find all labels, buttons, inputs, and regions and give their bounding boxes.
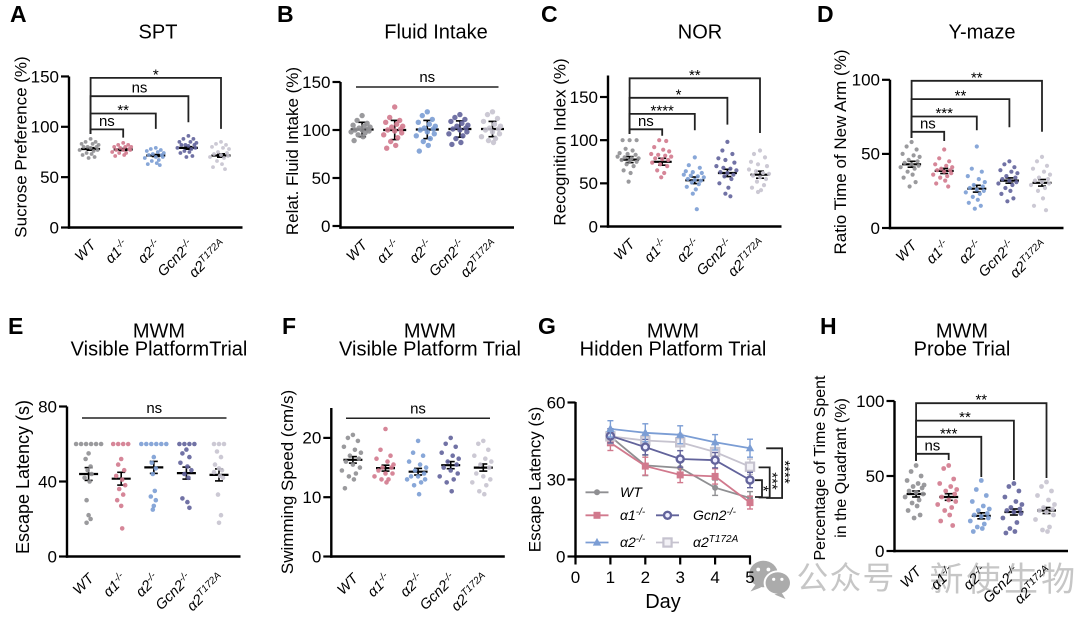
svg-text:**: ** bbox=[975, 392, 987, 409]
svg-text:Sucrose Preference (%): Sucrose Preference (%) bbox=[12, 56, 31, 237]
svg-text:Ratio Time of New Arm (%): Ratio Time of New Arm (%) bbox=[831, 50, 850, 255]
svg-text:5: 5 bbox=[745, 568, 754, 587]
svg-text:Swimming Speed (cm/s): Swimming Speed (cm/s) bbox=[278, 390, 297, 574]
svg-text:ns: ns bbox=[638, 113, 654, 130]
svg-text:150: 150 bbox=[302, 73, 330, 92]
svg-text:B: B bbox=[277, 1, 294, 27]
svg-text:in the Quadrant (%): in the Quadrant (%) bbox=[833, 398, 850, 538]
svg-text:60: 60 bbox=[547, 393, 566, 412]
svg-text:50: 50 bbox=[312, 169, 331, 188]
svg-text:ns: ns bbox=[146, 400, 162, 417]
svg-text:**: ** bbox=[959, 409, 971, 426]
svg-text:0: 0 bbox=[48, 547, 57, 566]
svg-text:0: 0 bbox=[556, 547, 565, 566]
svg-text:50: 50 bbox=[579, 174, 598, 193]
svg-text:0: 0 bbox=[50, 218, 59, 237]
svg-text:100: 100 bbox=[856, 392, 884, 411]
svg-text:80: 80 bbox=[38, 397, 57, 416]
svg-text:Probe Trial: Probe Trial bbox=[914, 339, 1011, 361]
svg-text:ns: ns bbox=[920, 115, 936, 132]
svg-text:Gcn2-/-: Gcn2-/- bbox=[693, 507, 737, 523]
svg-text:MWM: MWM bbox=[133, 321, 185, 343]
svg-text:E: E bbox=[8, 313, 23, 339]
svg-text:0: 0 bbox=[312, 547, 321, 566]
svg-text:Relat. Fluid Intake (%): Relat. Fluid Intake (%) bbox=[283, 67, 302, 235]
svg-text:0: 0 bbox=[589, 217, 598, 236]
svg-text:***: *** bbox=[763, 472, 780, 490]
svg-text:150: 150 bbox=[570, 88, 598, 107]
svg-text:WT: WT bbox=[620, 484, 643, 500]
svg-text:****: **** bbox=[776, 460, 793, 484]
svg-text:150: 150 bbox=[31, 67, 59, 86]
svg-text:0: 0 bbox=[321, 217, 330, 236]
svg-text:Hidden Platform Trial: Hidden Platform Trial bbox=[580, 339, 767, 361]
svg-text:Y-maze: Y-maze bbox=[948, 22, 1015, 44]
svg-text:Visible PlatformTrial: Visible PlatformTrial bbox=[71, 339, 248, 361]
svg-text:ns: ns bbox=[419, 69, 435, 86]
svg-text:Escape Latency (s): Escape Latency (s) bbox=[526, 407, 545, 553]
svg-text:H: H bbox=[820, 313, 837, 339]
svg-text:100: 100 bbox=[852, 71, 880, 90]
svg-text:MWM: MWM bbox=[647, 321, 699, 343]
svg-text:Visible Platform Trial: Visible Platform Trial bbox=[339, 339, 521, 361]
svg-text:D: D bbox=[817, 1, 834, 27]
svg-text:50: 50 bbox=[866, 467, 885, 486]
svg-text:3: 3 bbox=[675, 568, 684, 587]
svg-text:Day: Day bbox=[645, 591, 681, 613]
svg-text:*: * bbox=[754, 486, 771, 492]
svg-text:Escape Latency (s): Escape Latency (s) bbox=[13, 400, 33, 554]
svg-text:30: 30 bbox=[547, 470, 566, 489]
svg-text:***: *** bbox=[935, 105, 953, 122]
svg-text:0: 0 bbox=[875, 542, 884, 561]
svg-text:C: C bbox=[541, 1, 558, 27]
svg-text:100: 100 bbox=[570, 131, 598, 150]
svg-text:**: ** bbox=[117, 102, 129, 119]
svg-text:2: 2 bbox=[641, 568, 650, 587]
svg-text:50: 50 bbox=[861, 145, 880, 164]
svg-text:0: 0 bbox=[871, 219, 880, 238]
svg-text:Percentage of Time Spent: Percentage of Time Spent bbox=[812, 375, 829, 561]
svg-text:100: 100 bbox=[31, 118, 59, 137]
svg-text:**: ** bbox=[689, 67, 701, 84]
svg-text:MWM: MWM bbox=[404, 321, 456, 343]
svg-text:Fluid Intake: Fluid Intake bbox=[384, 22, 487, 44]
svg-text:ns: ns bbox=[132, 80, 148, 97]
svg-text:10: 10 bbox=[302, 488, 321, 507]
svg-text:G: G bbox=[538, 313, 556, 339]
svg-text:100: 100 bbox=[302, 121, 330, 140]
svg-text:ns: ns bbox=[924, 437, 940, 454]
svg-text:50: 50 bbox=[40, 168, 59, 187]
svg-text:0: 0 bbox=[571, 568, 580, 587]
svg-text:4: 4 bbox=[710, 568, 719, 587]
svg-text:Recognition Index (%): Recognition Index (%) bbox=[551, 58, 570, 225]
svg-text:40: 40 bbox=[38, 472, 57, 491]
svg-text:**: ** bbox=[955, 88, 967, 105]
svg-text:*: * bbox=[153, 66, 159, 83]
svg-text:NOR: NOR bbox=[678, 22, 722, 44]
svg-text:20: 20 bbox=[302, 429, 321, 448]
svg-text:F: F bbox=[282, 313, 296, 339]
svg-text:SPT: SPT bbox=[139, 22, 178, 44]
svg-text:MWM: MWM bbox=[936, 321, 988, 343]
svg-text:****: **** bbox=[651, 102, 675, 119]
svg-text:***: *** bbox=[940, 425, 958, 442]
svg-text:*: * bbox=[676, 86, 682, 103]
svg-text:1: 1 bbox=[606, 568, 615, 587]
svg-text:A: A bbox=[10, 1, 27, 27]
svg-text:ns: ns bbox=[410, 400, 426, 417]
svg-text:**: ** bbox=[971, 69, 983, 86]
svg-text:ns: ns bbox=[99, 113, 115, 130]
